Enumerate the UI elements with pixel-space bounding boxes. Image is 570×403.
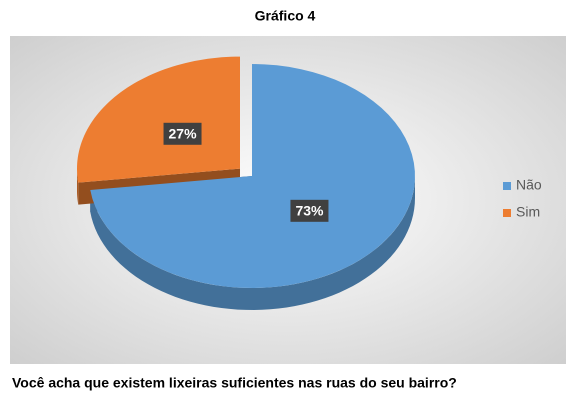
legend-swatch (503, 209, 511, 217)
slice (90, 64, 415, 288)
chart-title: Gráfico 4 (255, 8, 316, 24)
legend-label: Não (516, 177, 542, 193)
data-label-box (163, 122, 202, 145)
data-label-box (290, 199, 329, 222)
caption: Você acha que existem lixeiras suficient… (12, 375, 457, 391)
legend-label: Sim (516, 204, 540, 220)
data-label: 27% (169, 125, 198, 141)
legend-swatch (503, 182, 511, 190)
data-label: 73% (295, 203, 324, 219)
slice-side (90, 176, 415, 310)
slice (77, 56, 240, 183)
slice-side (76, 168, 79, 205)
